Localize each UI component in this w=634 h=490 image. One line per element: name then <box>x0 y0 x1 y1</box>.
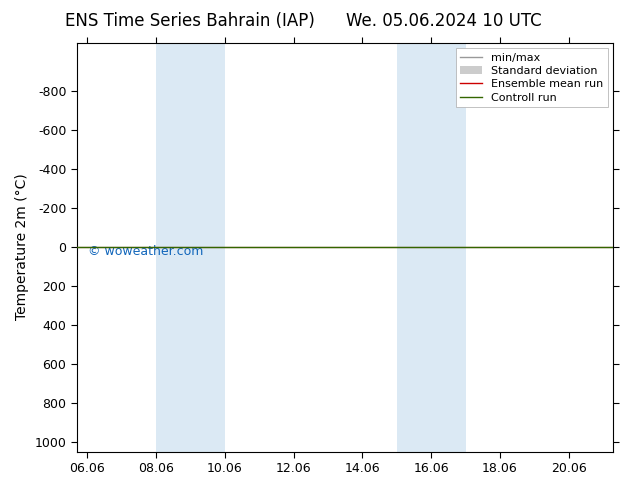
Text: © woweather.com: © woweather.com <box>87 245 203 258</box>
Text: ENS Time Series Bahrain (IAP): ENS Time Series Bahrain (IAP) <box>65 12 315 30</box>
Legend: min/max, Standard deviation, Ensemble mean run, Controll run: min/max, Standard deviation, Ensemble me… <box>456 48 608 107</box>
Text: We. 05.06.2024 10 UTC: We. 05.06.2024 10 UTC <box>346 12 541 30</box>
Y-axis label: Temperature 2m (°C): Temperature 2m (°C) <box>15 174 29 320</box>
Bar <box>156 43 225 452</box>
Bar <box>397 43 465 452</box>
